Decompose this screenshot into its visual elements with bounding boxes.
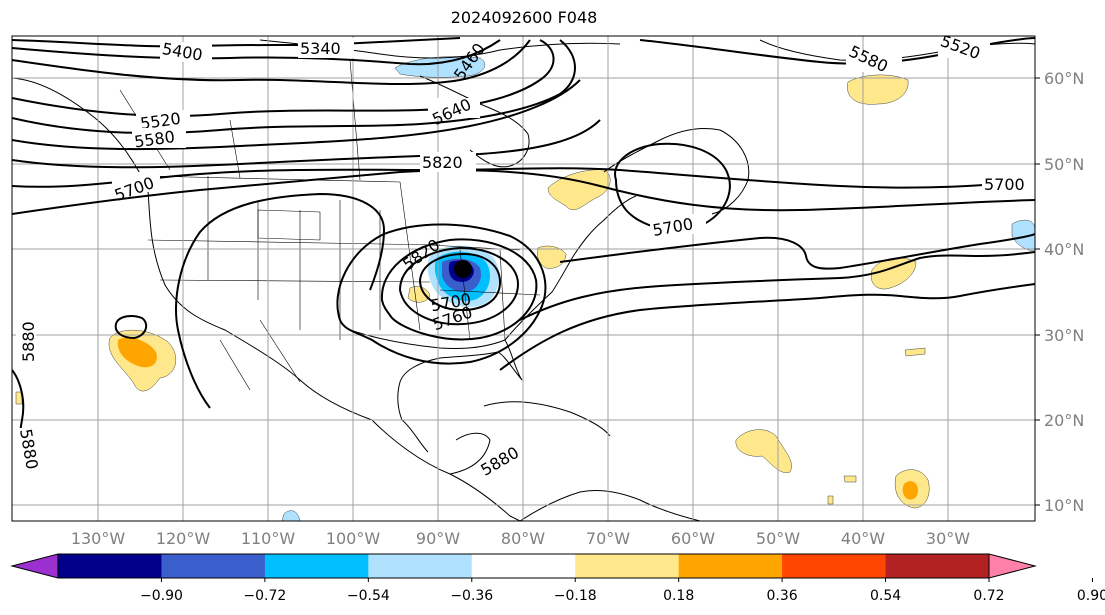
lon-label: 120°W [156, 529, 211, 548]
contour-canada-loop [614, 142, 731, 231]
longitude-labels: 130°W 120°W 110°W 100°W 90°W 80°W 70°W 6… [71, 529, 970, 548]
contour-label: 5340 [300, 39, 341, 58]
contour-5340 [12, 37, 461, 48]
lat-ticks [1035, 77, 1040, 506]
north-america-coast [12, 77, 521, 521]
colorbar-tick-label: −0.90 [140, 588, 183, 604]
lat-label: 10°N [1044, 496, 1084, 515]
colorbar-cell [471, 554, 576, 578]
colorbar-cell [575, 554, 680, 578]
latitude-labels: 60°N 50°N 40°N 30°N 20°N 10°N [1044, 69, 1084, 515]
colorbar: −0.90 −0.72 −0.54 −0.36 −0.18 0.18 0.36 0.54 0.7… [10, 553, 1105, 604]
lon-label: 110°W [241, 529, 296, 548]
positive-anomaly-quebec [547, 169, 611, 211]
coastlines [12, 39, 1035, 521]
colorbar-tick-label: −0.72 [243, 588, 286, 604]
contour-5460 [12, 39, 531, 85]
positive-anomaly-small-3 [827, 495, 834, 505]
contour-small-loop [114, 315, 148, 340]
contour-5880-west [175, 192, 386, 409]
colorbar-cell [264, 554, 369, 578]
positive-anomaly-atlantic-coast [537, 245, 567, 269]
positive-anomaly-small-1 [904, 347, 926, 357]
colorbar-tick-label: −0.36 [450, 588, 493, 604]
hudson-bay [419, 75, 530, 168]
east-coast [504, 195, 637, 341]
colorbar-cell [885, 554, 990, 578]
contour-5820-ring [336, 223, 547, 365]
positive-anomaly-gulf [407, 286, 431, 303]
colorbar-tick-label: −0.18 [554, 588, 597, 604]
colorbar-extend-max [988, 553, 1037, 579]
lon-label: 40°W [841, 529, 885, 548]
lon-label: 100°W [326, 529, 381, 548]
map-frame [11, 35, 1036, 522]
lat-label: 50°N [1044, 155, 1084, 174]
lon-label: 70°W [586, 529, 630, 548]
contour-5820-north [12, 169, 1035, 215]
colorbar-tick-label: −0.54 [347, 588, 390, 604]
contour-atlantic-outer [499, 283, 1035, 371]
lat-label: 60°N [1044, 69, 1084, 88]
labrador-coast [603, 127, 750, 215]
lon-label: 30°W [926, 529, 970, 548]
contour-5520 [12, 39, 555, 117]
lat-label: 20°N [1044, 411, 1084, 430]
positive-anomaly-pacific-small [15, 391, 23, 405]
positive-anomaly-atl-3-core [902, 481, 918, 500]
contour-5640 [12, 79, 581, 151]
contour-5700-ring [398, 246, 520, 326]
contour-5700 [12, 119, 601, 169]
lat-label: 40°N [1044, 240, 1084, 259]
colorbar-cell [782, 554, 887, 578]
positive-anomaly-pacific-core [117, 337, 157, 368]
lat-label: 30°N [1044, 326, 1084, 345]
yucatan [449, 432, 491, 475]
colorbar-tick-label: 0.90 [1077, 588, 1105, 604]
colorbar-cell [161, 554, 266, 578]
contour-label: 5880 [19, 321, 38, 362]
low-center-marker [454, 260, 472, 278]
colorbar-cell [368, 554, 473, 578]
contour-5760 [12, 167, 1035, 189]
lon-label: 130°W [71, 529, 126, 548]
colorbar-tick-label: 0.36 [767, 588, 798, 604]
lon-label: 60°W [671, 529, 715, 548]
positive-anomaly-small-2 [843, 475, 857, 483]
gulf-coast [349, 329, 523, 453]
negative-anomaly-pacific-small [281, 510, 301, 521]
contour-atlantic-dip [559, 233, 1035, 270]
colorbar-extend-min [10, 553, 59, 579]
colorbar-cell [678, 554, 783, 578]
colorbar-tick-label: 0.54 [870, 588, 901, 604]
contour-5400 [12, 39, 501, 66]
cuba [483, 401, 611, 437]
contour-5760-ring [380, 238, 538, 341]
colorbar-cell [58, 554, 162, 578]
contour-label: 5700 [984, 175, 1025, 194]
negative-anomaly-east [1011, 219, 1035, 251]
lon-label: 90°W [416, 529, 460, 548]
lon-label: 50°W [756, 529, 800, 548]
colorbar-tick-label: 0.72 [973, 588, 1004, 604]
colorbar-tick-label: 0.18 [663, 588, 694, 604]
map-title: 2024092600 F048 [450, 8, 598, 27]
contour-5640-ring [418, 252, 502, 312]
lon-label: 80°W [501, 529, 545, 548]
contour-atlantic-lower [519, 251, 1035, 321]
contour-label: 5820 [422, 153, 463, 172]
